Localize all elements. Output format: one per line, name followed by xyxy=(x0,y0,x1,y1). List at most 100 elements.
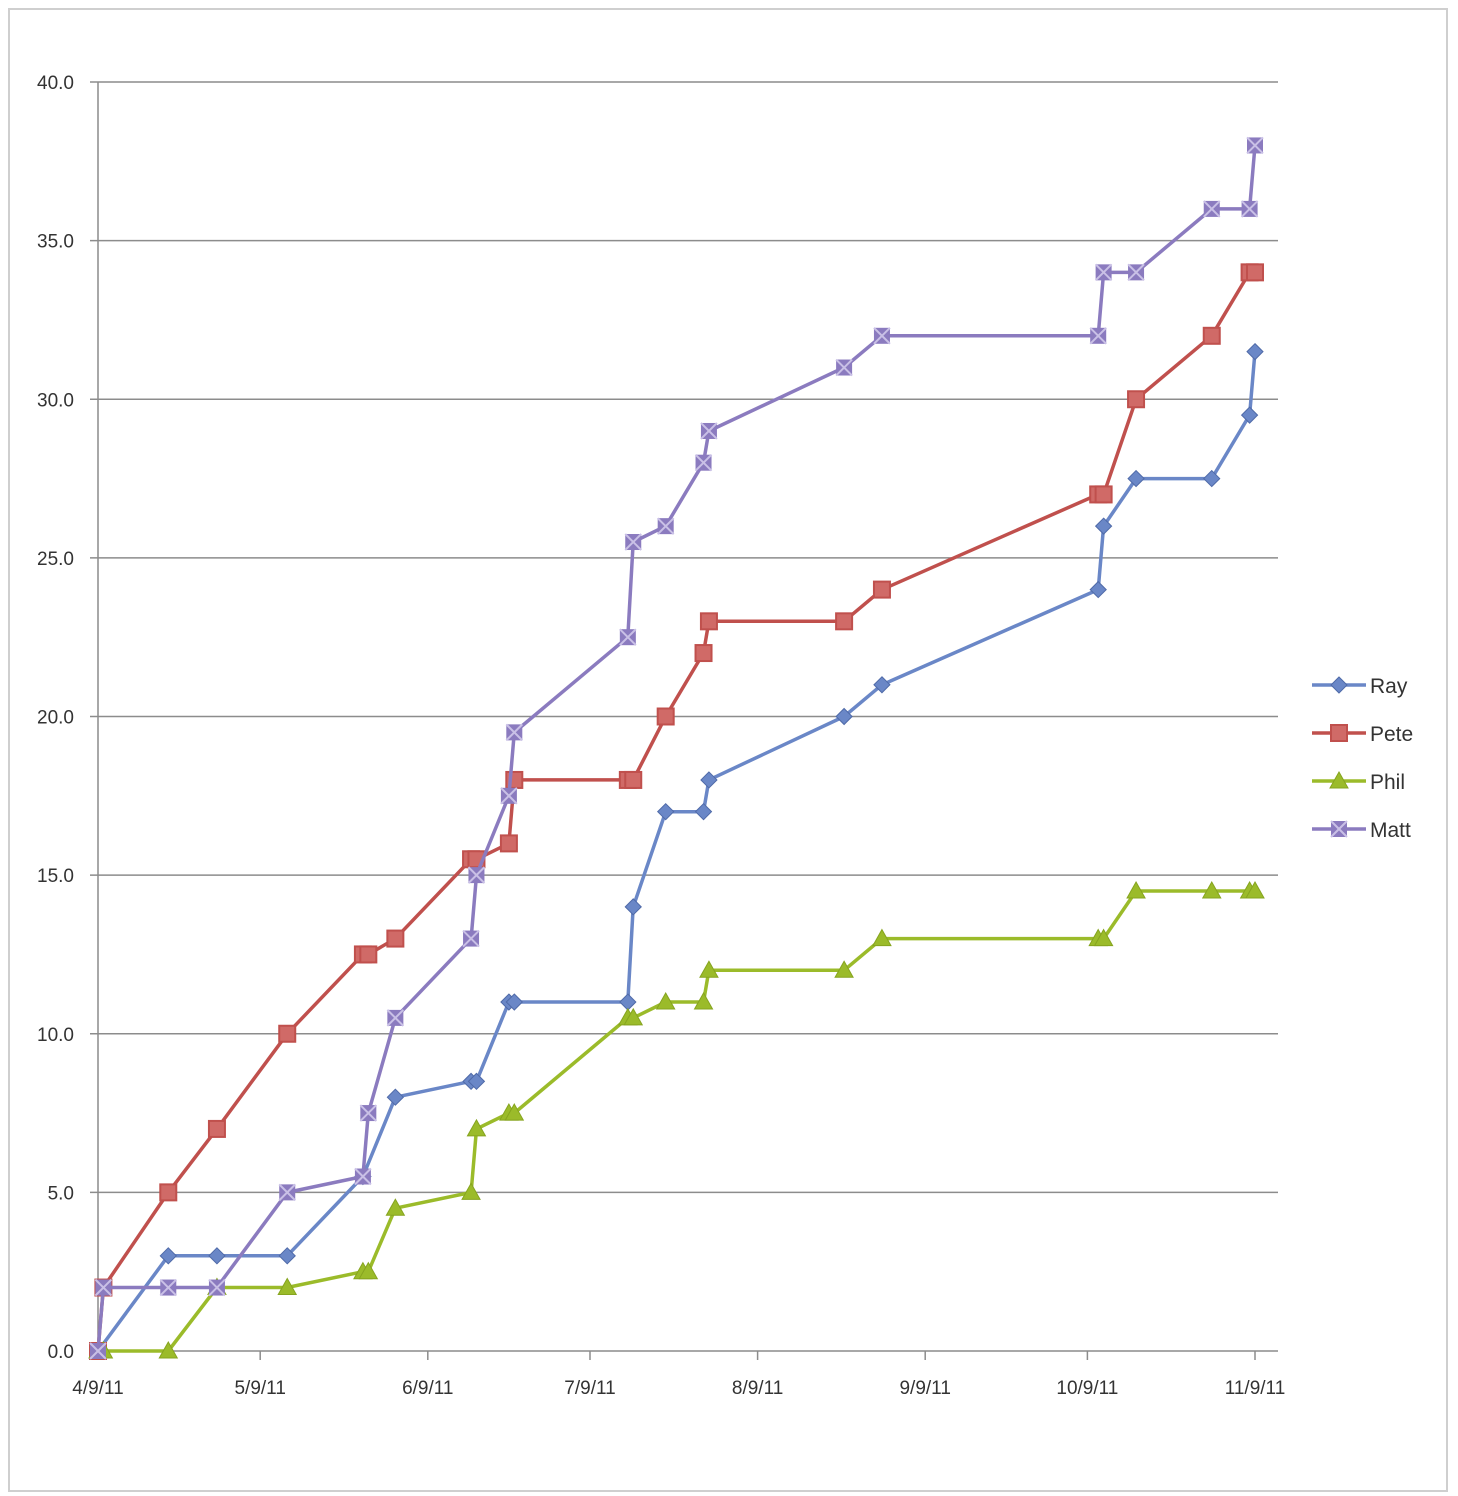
point-matt xyxy=(694,453,713,472)
legend-marker-phil xyxy=(1329,770,1349,789)
point-ray xyxy=(159,1247,177,1265)
point-phil xyxy=(358,1261,379,1280)
point-matt xyxy=(656,517,675,535)
x-tick-label: 4/9/11 xyxy=(72,1378,123,1399)
point-phil xyxy=(699,960,719,978)
series-line-matt xyxy=(96,145,1257,1352)
point-ray xyxy=(467,1072,486,1091)
point-matt xyxy=(94,1278,113,1297)
legend-marker-ray xyxy=(1330,676,1348,694)
point-matt xyxy=(1203,200,1221,218)
y-tick-label: 40.0 xyxy=(37,73,74,94)
point-phil xyxy=(277,1277,298,1296)
point-ray xyxy=(835,707,853,726)
point-matt xyxy=(835,358,853,377)
point-ray xyxy=(624,898,642,916)
point-matt xyxy=(359,1104,378,1122)
point-matt xyxy=(89,1342,107,1360)
point-matt xyxy=(624,533,642,551)
point-pete xyxy=(656,707,675,726)
point-pete xyxy=(499,834,518,853)
point-matt xyxy=(386,1009,405,1027)
point-matt xyxy=(873,327,891,345)
point-phil xyxy=(834,960,854,978)
point-pete xyxy=(359,945,378,964)
point-matt xyxy=(700,422,718,440)
point-pete xyxy=(1127,390,1146,409)
point-matt xyxy=(354,1167,372,1186)
point-phil xyxy=(1126,880,1146,899)
legend-label-phil: Phil xyxy=(1370,771,1405,794)
point-phil xyxy=(385,1198,406,1216)
point-ray xyxy=(278,1247,296,1265)
point-pete xyxy=(835,612,854,631)
point-matt xyxy=(1089,327,1107,345)
point-phil xyxy=(1093,928,1114,947)
series-line-phil xyxy=(98,889,1255,1353)
point-pete xyxy=(872,580,891,599)
point-ray xyxy=(386,1088,405,1106)
point-matt xyxy=(467,866,486,884)
point-matt xyxy=(208,1278,226,1297)
point-ray xyxy=(700,771,718,789)
point-ray xyxy=(694,802,713,821)
point-phil xyxy=(461,1182,481,1200)
point-ray xyxy=(873,676,891,694)
point-matt xyxy=(159,1278,177,1297)
point-pete xyxy=(694,644,713,663)
legend-label-matt: Matt xyxy=(1370,819,1411,842)
point-phil xyxy=(1245,880,1265,899)
y-tick-label: 15.0 xyxy=(37,866,74,887)
point-phil xyxy=(466,1118,487,1137)
x-tick-label: 7/9/11 xyxy=(564,1378,615,1399)
point-pete xyxy=(207,1119,226,1138)
y-tick-label: 5.0 xyxy=(48,1183,74,1204)
point-ray xyxy=(619,993,637,1011)
point-pete xyxy=(699,612,718,631)
point-ray xyxy=(208,1247,226,1265)
point-phil xyxy=(872,928,892,947)
point-matt xyxy=(278,1183,296,1202)
point-matt xyxy=(505,723,524,742)
y-tick-label: 25.0 xyxy=(37,549,74,570)
point-matt xyxy=(619,628,637,646)
point-ray xyxy=(1127,469,1145,488)
y-tick-label: 20.0 xyxy=(37,708,74,729)
x-tick-label: 5/9/11 xyxy=(234,1378,285,1399)
x-tick-label: 6/9/11 xyxy=(402,1378,453,1399)
legend-label-ray: Ray xyxy=(1370,675,1408,698)
x-tick-label: 9/9/11 xyxy=(899,1378,950,1399)
point-pete xyxy=(1094,485,1113,504)
point-matt xyxy=(462,929,480,948)
y-tick-label: 35.0 xyxy=(37,232,74,253)
point-matt xyxy=(1240,200,1259,218)
point-phil xyxy=(504,1103,525,1121)
x-tick-label: 8/9/11 xyxy=(732,1378,783,1399)
point-matt xyxy=(1246,136,1264,155)
y-tick-label: 0.0 xyxy=(48,1342,74,1363)
point-matt xyxy=(500,787,518,805)
point-phil xyxy=(158,1340,179,1359)
x-tick-label: 11/9/11 xyxy=(1225,1378,1286,1399)
point-phil xyxy=(655,992,676,1010)
legend-label-pete: Pete xyxy=(1370,723,1413,746)
point-ray xyxy=(656,802,675,821)
point-phil xyxy=(693,992,714,1010)
point-phil xyxy=(1201,880,1222,899)
x-tick-label: 10/9/11 xyxy=(1056,1378,1118,1399)
point-pete xyxy=(1246,263,1264,282)
y-tick-label: 10.0 xyxy=(37,1025,74,1046)
point-phil xyxy=(623,1007,644,1026)
point-matt xyxy=(1127,263,1145,282)
point-matt xyxy=(1094,263,1113,282)
point-ray xyxy=(1203,469,1221,488)
point-pete xyxy=(278,1024,297,1043)
point-ray xyxy=(1094,517,1113,535)
point-pete xyxy=(1202,326,1221,345)
point-ray xyxy=(1240,406,1259,424)
point-ray xyxy=(1246,342,1264,361)
point-ray xyxy=(505,993,524,1011)
legend-marker-pete xyxy=(1330,724,1348,742)
point-ray xyxy=(1089,580,1107,599)
